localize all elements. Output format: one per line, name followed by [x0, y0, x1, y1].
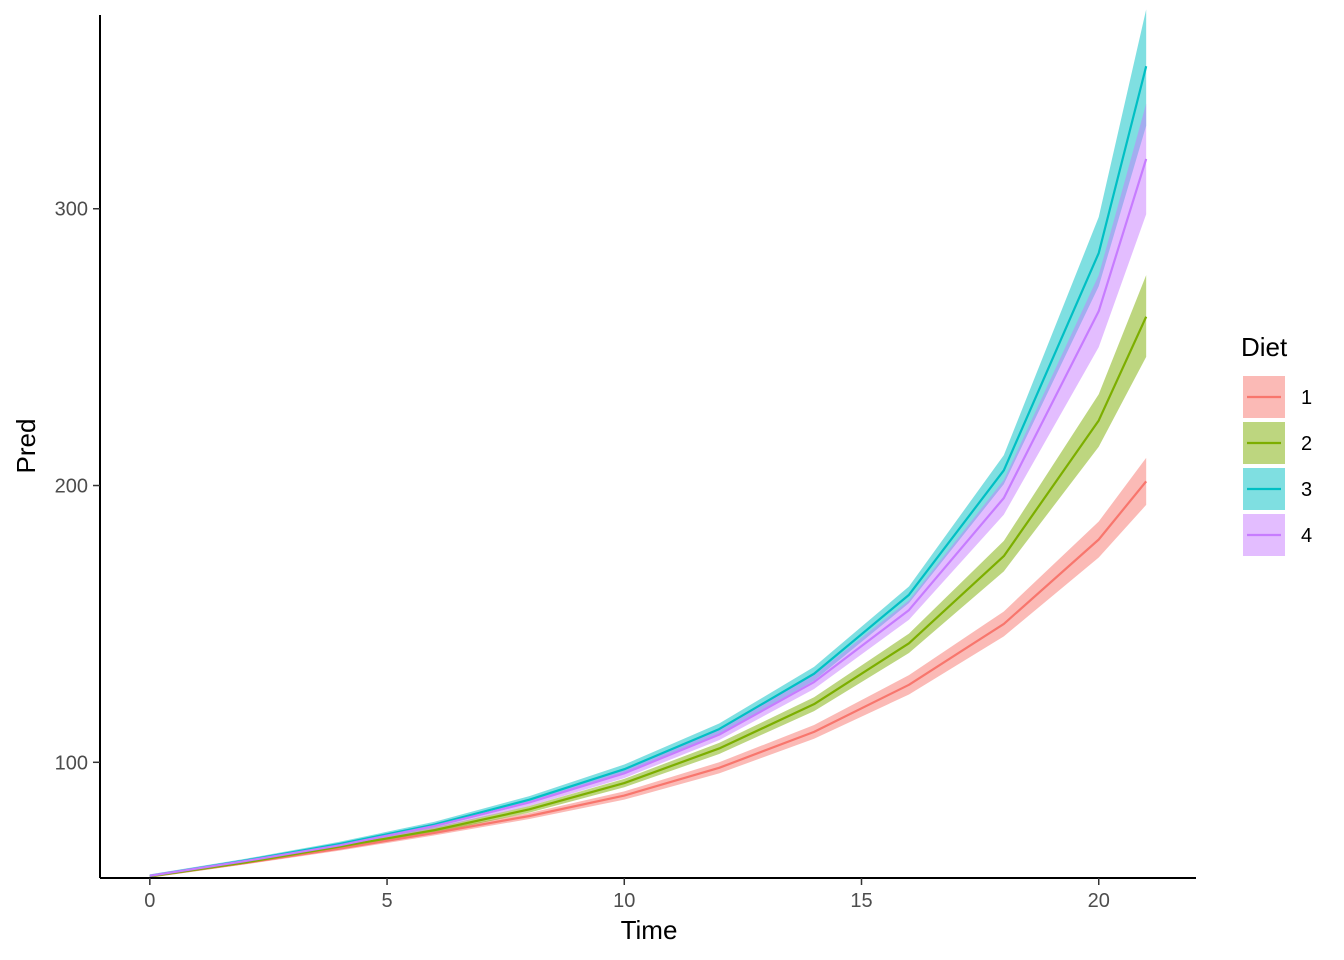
ribbon-diet-4	[149, 103, 1147, 878]
x-axis-title: Time	[621, 915, 678, 945]
x-tick-label: 15	[850, 890, 872, 912]
line-diet-3	[149, 65, 1148, 877]
x-tick-label: 5	[381, 890, 392, 912]
legend-title: Diet	[1241, 332, 1288, 362]
y-tick-label: 300	[55, 199, 88, 221]
legend: Diet 1 2 3 4	[1241, 332, 1312, 556]
line-diet-4	[149, 158, 1148, 877]
series-lines	[149, 65, 1148, 878]
line-diet-2	[149, 316, 1148, 878]
line-diet-1	[149, 480, 1148, 878]
legend-item-diet-1: 1	[1243, 376, 1312, 418]
legend-item-diet-3: 3	[1243, 468, 1312, 510]
x-tick-label: 10	[613, 890, 635, 912]
y-axis-title: Pred	[11, 419, 41, 474]
legend-item-diet-4: 4	[1243, 514, 1312, 556]
x-tick-label: 20	[1088, 890, 1110, 912]
confidence-ribbons	[149, 9, 1147, 878]
legend-label: 3	[1301, 479, 1312, 501]
x-tick-label: 0	[144, 890, 155, 912]
y-tick-label: 200	[55, 476, 88, 498]
legend-label: 2	[1301, 433, 1312, 455]
legend-label: 1	[1301, 387, 1312, 409]
y-tick-label: 100	[55, 752, 88, 774]
legend-label: 4	[1301, 525, 1312, 547]
y-ticks: 100 200 300	[55, 199, 100, 774]
x-ticks: 0 5 10 15 20	[144, 878, 1110, 912]
ribbon-diet-1	[149, 457, 1147, 878]
ribbon-diet-3	[149, 9, 1147, 878]
legend-item-diet-2: 2	[1243, 422, 1312, 464]
axes	[99, 15, 1196, 879]
